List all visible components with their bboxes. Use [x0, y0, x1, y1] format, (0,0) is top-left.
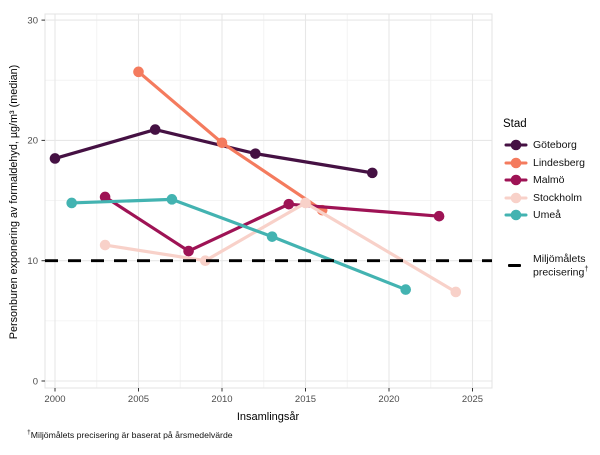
series-malmö [99, 191, 445, 257]
series-line-lindesberg [136, 70, 324, 212]
series-göteborg [49, 124, 378, 179]
y-tick-label-10: 10 [27, 256, 38, 267]
point-malmö-2008 [183, 245, 194, 257]
point-göteborg-2000 [49, 153, 61, 164]
series-key-icon [504, 174, 528, 186]
series-line-göteborg [53, 127, 374, 175]
legend-title: Stad [503, 118, 527, 130]
x-tick-label-2000: 2000 [44, 394, 65, 405]
legend-item-göteborg: Göteborg [503, 138, 600, 152]
series-lindesberg [133, 66, 328, 216]
x-axis-title: Insamlingsår [237, 411, 300, 423]
legend-item-stockholm: Stockholm [503, 191, 600, 205]
y-axis-title: Personburen exponering av formaldehyd, µ… [8, 65, 20, 339]
legend-label: Stockholm [533, 191, 583, 204]
point-stockholm-2003 [99, 239, 111, 251]
series-line-stockholm [103, 201, 458, 294]
x-tick-label-2020: 2020 [378, 394, 399, 405]
dashed-line-key-icon [503, 253, 529, 277]
series-key-icon [504, 139, 528, 151]
point-lindesberg-2010 [216, 137, 228, 149]
point-stockholm-2009 [200, 255, 211, 266]
point-malmö-2014 [283, 198, 295, 210]
y-tick-label-30: 30 [27, 15, 38, 26]
series-umeå [66, 194, 412, 295]
x-tick-label-2025: 2025 [462, 394, 483, 405]
legend-label: Umeå [533, 209, 562, 222]
legend-item-lindesberg: Lindesberg [503, 156, 600, 170]
point-umeå-2013 [266, 231, 278, 242]
x-tick-label-2010: 2010 [211, 394, 232, 405]
legend-label: Göteborg [533, 139, 577, 151]
legend-label: Malmö [533, 174, 565, 187]
point-malmö-2023 [433, 210, 445, 222]
panel-border [44, 13, 493, 389]
series-line-umeå [70, 197, 408, 292]
legend-item-malmö: Malmö [503, 173, 600, 187]
legend-item-umeå: Umeå [503, 208, 600, 222]
legend: Stad Göteborg Lindesberg Malmö Stockholm Ume… [503, 118, 600, 279]
point-göteborg-2006 [149, 124, 161, 135]
footnote: †Miljömålets precisering är baserat på å… [27, 429, 233, 440]
reference-line-label: Miljömålets precisering† [533, 253, 589, 279]
point-stockholm-2024 [450, 286, 462, 298]
point-malmö-2003 [99, 191, 111, 203]
legend-label: Lindesberg [533, 156, 585, 169]
point-göteborg-2019 [367, 167, 378, 179]
point-stockholm-2015 [300, 197, 311, 209]
y-tick-label-0: 0 [33, 376, 38, 387]
series-key-icon [504, 157, 528, 168]
axis-ticks: 2000 2005 2010 2015 2020 2025 0 10 20 30 [27, 15, 483, 405]
series-line-malmö [103, 195, 441, 253]
y-tick-label-20: 20 [27, 136, 38, 147]
series-key-icon [504, 192, 528, 204]
point-umeå-2021 [400, 284, 412, 295]
point-göteborg-2012 [250, 148, 261, 159]
x-tick-label-2015: 2015 [295, 394, 316, 405]
point-lindesberg-2005 [133, 66, 144, 78]
legend-item-reference-line: Miljömålets precisering† [503, 253, 600, 279]
legend-entries: Göteborg Lindesberg Malmö Stockholm Umeå [503, 138, 600, 222]
series-key-icon [504, 210, 528, 221]
x-tick-label-2005: 2005 [128, 394, 149, 405]
point-umeå-2007 [166, 194, 178, 205]
point-umeå-2001 [66, 197, 77, 209]
